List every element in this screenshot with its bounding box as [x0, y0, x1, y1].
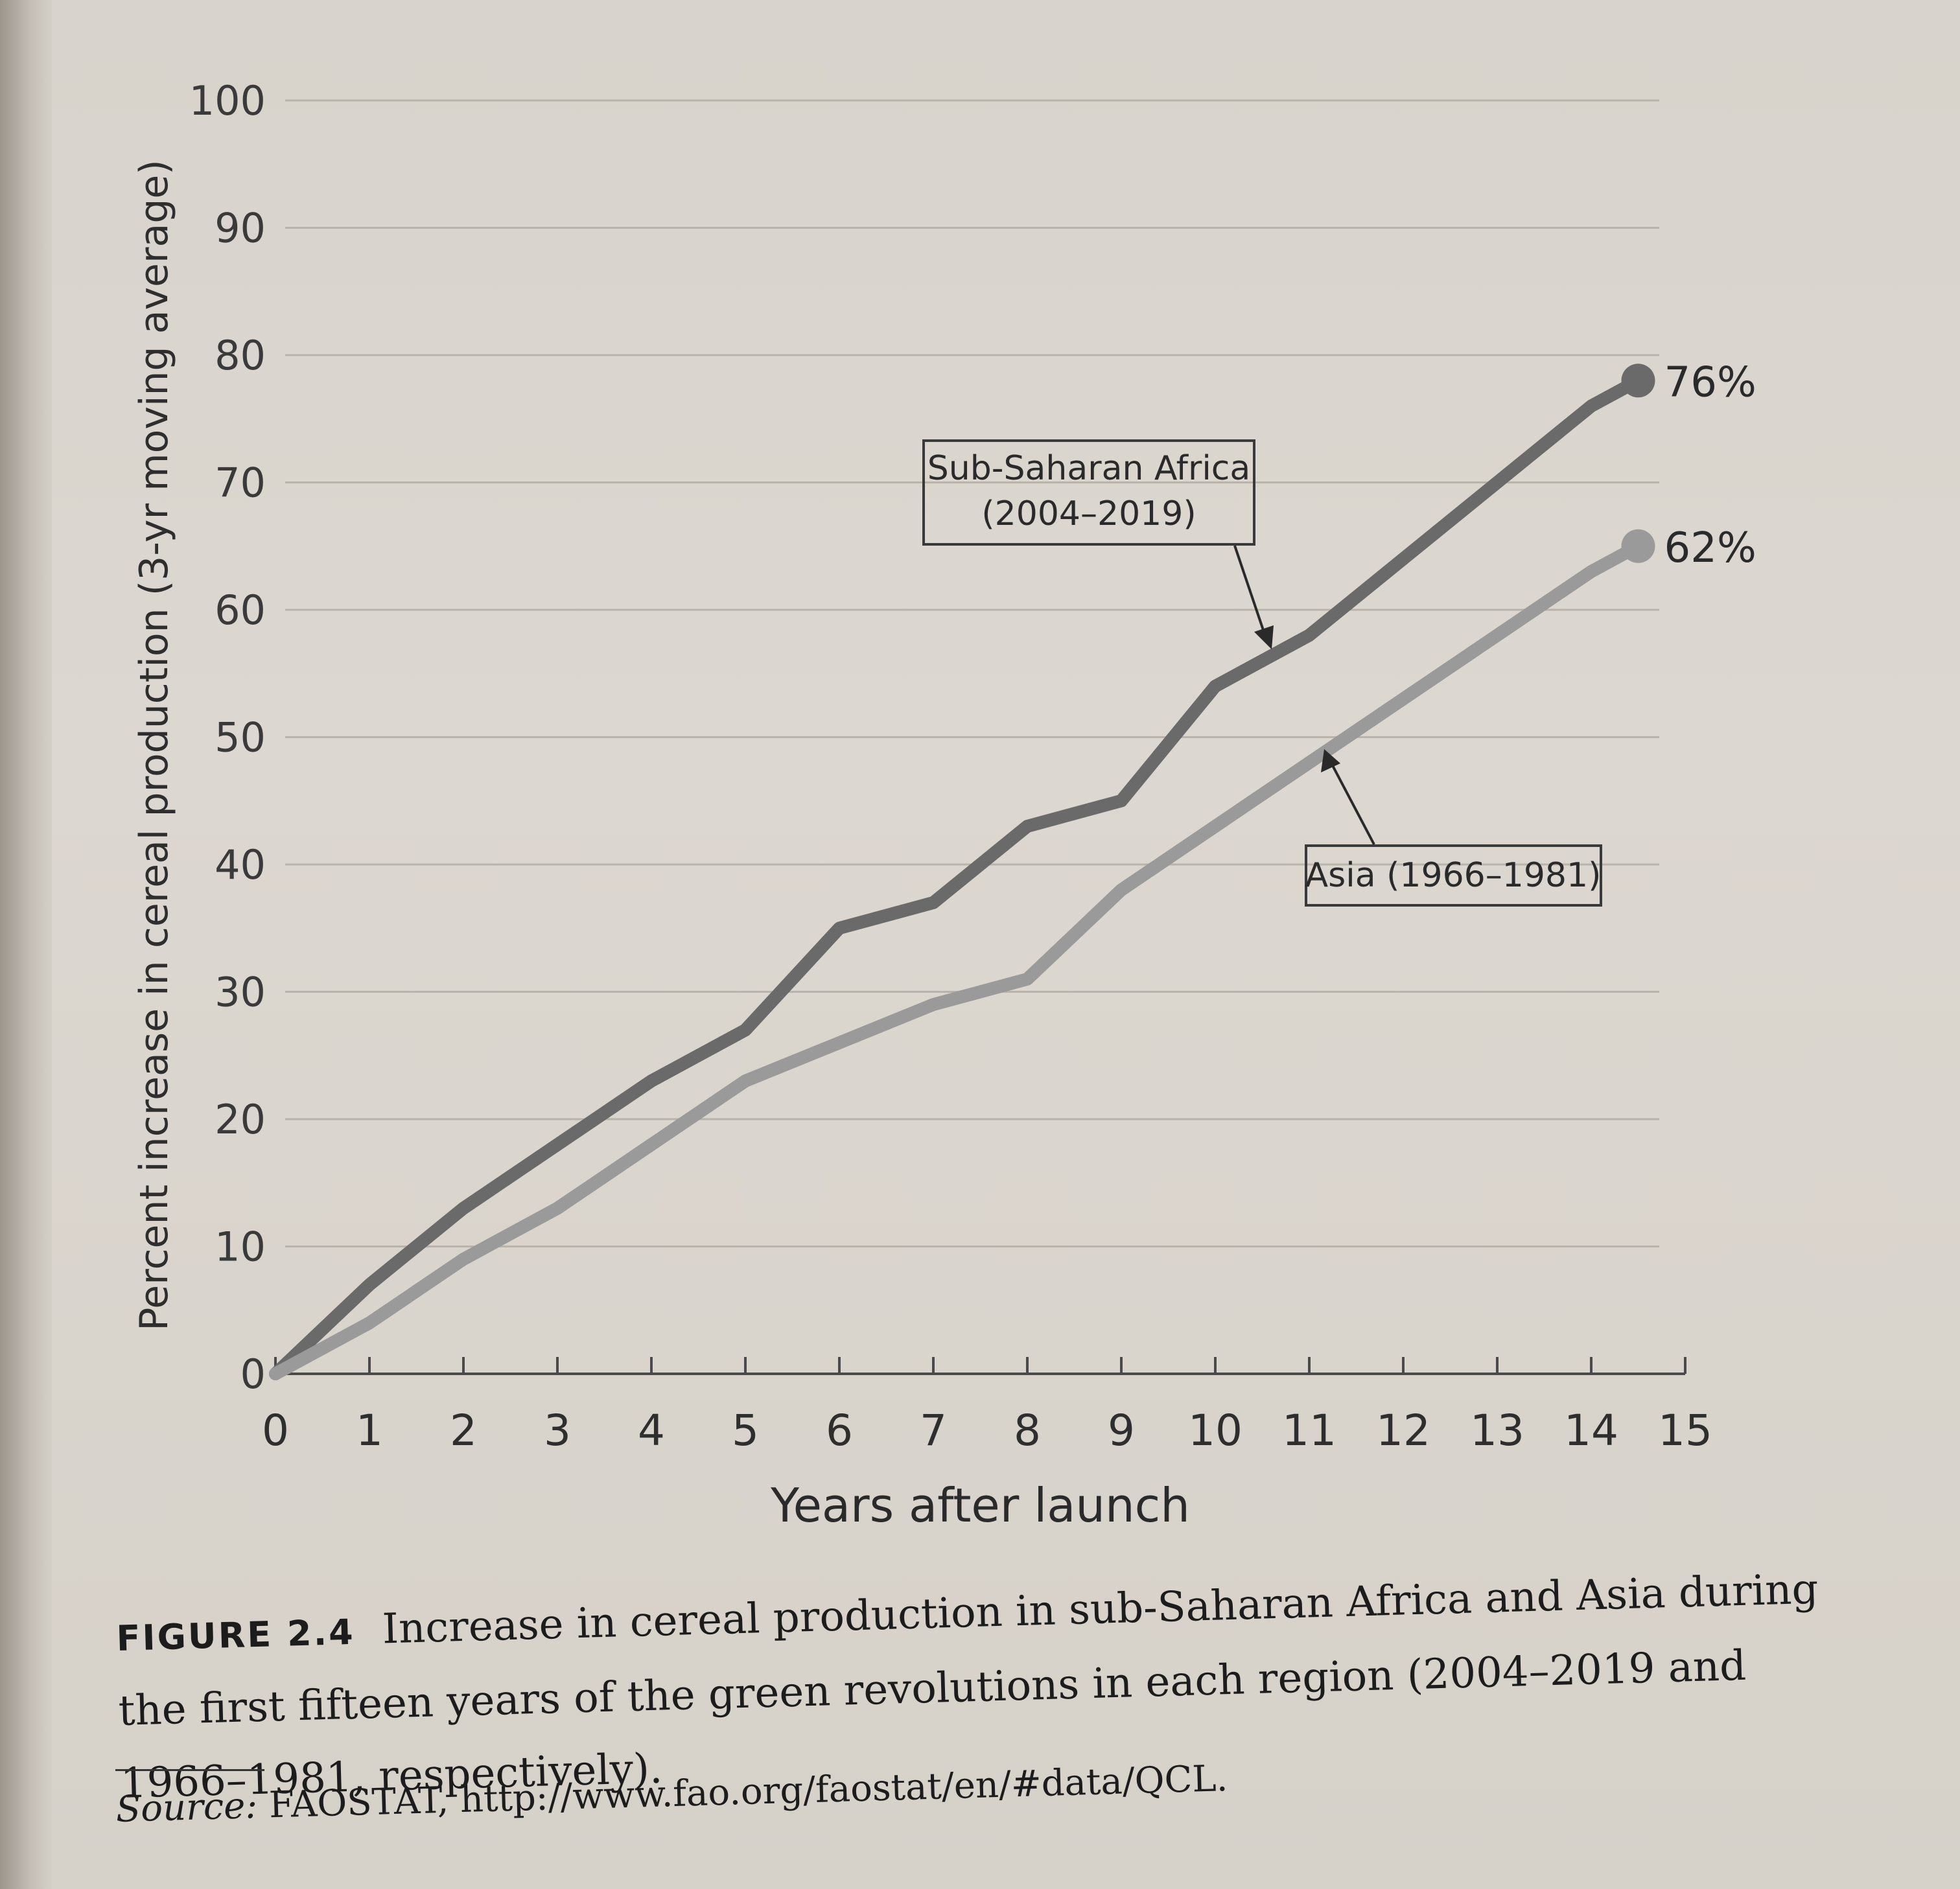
x-tick-label: 5: [732, 1406, 759, 1455]
arrow-africa: [1233, 545, 1268, 642]
x-tick-label: 3: [544, 1406, 571, 1455]
y-tick-label: 40: [215, 841, 266, 888]
x-axis-title: Years after launch: [770, 1478, 1190, 1533]
arrow-asia: [1327, 758, 1375, 845]
x-tick-label: 8: [1014, 1406, 1041, 1455]
y-tick-label: 80: [215, 332, 266, 379]
y-tick-label: 0: [240, 1350, 266, 1398]
gridlines: [285, 99, 1659, 1247]
x-tick-label: 4: [638, 1406, 665, 1455]
x-tick-label: 14: [1564, 1406, 1618, 1455]
y-tick-label: 30: [215, 969, 266, 1016]
source-divider: [115, 1769, 264, 1771]
label-box-africa: [922, 439, 1255, 546]
x-tick-label: 9: [1108, 1406, 1135, 1455]
label-asia: Asia (1966–1981): [1305, 856, 1602, 895]
arrowhead-africa: [1254, 625, 1274, 649]
x-tick-label: 7: [920, 1406, 947, 1455]
end-marker-africa: [1621, 364, 1655, 398]
series-lines: [269, 364, 1655, 1380]
x-tick-label: 1: [356, 1406, 383, 1455]
x-tick-label: 12: [1376, 1406, 1430, 1455]
x-tick-label: 6: [826, 1406, 853, 1455]
annotations: 76% 62% Sub-Saharan Africa (2004–2019) Asia …: [922, 358, 1756, 907]
label-africa-line1: Sub-Saharan Africa: [928, 449, 1250, 488]
end-label-asia: 62%: [1664, 524, 1756, 572]
facing-page-edge: [0, 0, 52, 1889]
y-tick-label: 100: [189, 77, 266, 124]
series-line-asia: [269, 539, 1645, 1380]
y-tick-label: 60: [215, 586, 266, 634]
series-line-africa: [269, 374, 1645, 1380]
end-label-africa: 76%: [1664, 358, 1756, 406]
y-tick-label: 90: [215, 205, 266, 252]
y-tick-label: 70: [215, 459, 266, 507]
x-tick-label: 0: [262, 1406, 289, 1455]
y-tick-label: 10: [215, 1223, 266, 1271]
arrowhead-asia: [1321, 749, 1340, 772]
source-label: Source:: [115, 1784, 259, 1831]
label-box-asia: [1305, 844, 1602, 907]
x-tick-label: 2: [450, 1406, 477, 1455]
x-tick-label: 13: [1470, 1406, 1524, 1455]
figure-label: FIGURE 2.4: [115, 1611, 356, 1659]
x-tick-label: 11: [1282, 1406, 1336, 1455]
label-africa-line2: (2004–2019): [981, 494, 1196, 533]
y-tick-label: 20: [215, 1096, 266, 1143]
x-tick-label: 15: [1658, 1406, 1712, 1455]
end-marker-asia: [1621, 529, 1655, 563]
y-tick-label: 50: [215, 714, 266, 761]
y-axis-title: Percent increase in cereal production (3…: [132, 159, 177, 1330]
x-tick-label: 10: [1188, 1406, 1242, 1455]
